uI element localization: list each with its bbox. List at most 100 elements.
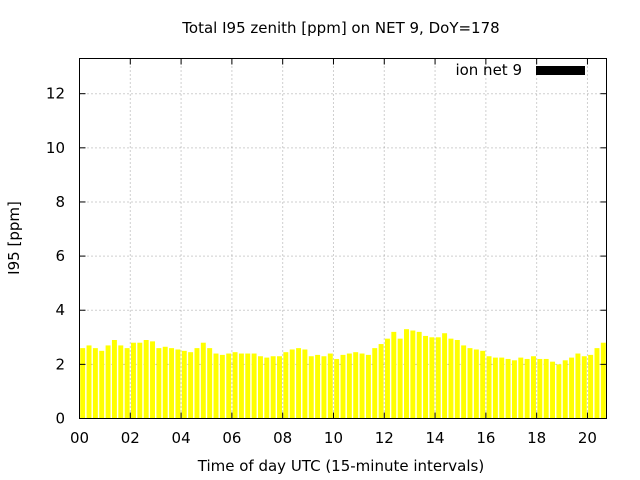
bar: [384, 338, 390, 419]
bar: [480, 350, 486, 419]
bar: [600, 342, 606, 419]
bar: [467, 348, 473, 419]
bar: [353, 352, 359, 419]
bar: [492, 357, 498, 419]
bar: [200, 342, 206, 419]
y-tick-label: 12: [46, 85, 65, 103]
bar: [283, 352, 289, 419]
x-tick-label: 14: [426, 429, 445, 447]
bar: [340, 354, 346, 419]
bar: [207, 348, 213, 419]
bar: [397, 338, 403, 419]
chart-title: Total I95 zenith [ppm] on NET 9, DoY=178: [181, 19, 499, 37]
bar: [213, 353, 219, 419]
bar: [194, 348, 200, 419]
x-tick-label: 02: [121, 429, 140, 447]
bar: [111, 340, 117, 419]
bar: [181, 350, 187, 419]
bar: [156, 348, 162, 419]
bar: [232, 352, 238, 419]
bar: [372, 348, 378, 419]
bar: [346, 353, 352, 419]
bar: [302, 349, 308, 419]
bar: [575, 353, 581, 419]
bar: [92, 348, 98, 419]
bar: [594, 348, 600, 419]
bar: [257, 356, 263, 419]
bar: [505, 358, 511, 419]
bar: [321, 356, 327, 419]
bar: [410, 330, 416, 419]
bar: [219, 354, 225, 419]
bar: [296, 348, 302, 419]
bar: [124, 348, 130, 419]
bar: [86, 345, 92, 419]
bar: [226, 353, 232, 419]
bar: [80, 348, 86, 419]
bar: [511, 360, 517, 419]
legend: ion net 9: [455, 61, 585, 79]
bar: [365, 354, 371, 419]
bar: [543, 358, 549, 419]
bar: [99, 350, 105, 419]
bar: [473, 349, 479, 419]
bar: [524, 358, 530, 419]
bar: [461, 345, 467, 419]
legend-label: ion net 9: [455, 61, 522, 79]
bar: [581, 356, 587, 419]
bar: [454, 340, 460, 419]
bar: [391, 331, 397, 419]
y-tick-label: 0: [55, 410, 65, 428]
bar: [277, 356, 282, 419]
bar: [169, 348, 175, 419]
bar: [105, 345, 111, 419]
plot-frame: [79, 58, 607, 419]
bar: [359, 353, 365, 419]
x-tick-label: 00: [70, 429, 89, 447]
bars: [80, 329, 606, 419]
bar: [448, 338, 454, 419]
bar: [315, 354, 321, 419]
x-tick-label: 20: [578, 429, 597, 447]
bar: [162, 346, 168, 419]
bar: [130, 342, 136, 419]
bar: [327, 353, 333, 419]
y-axis-label: I95 [ppm]: [5, 201, 23, 275]
x-tick-label: 18: [527, 429, 546, 447]
bar: [188, 352, 194, 419]
bar: [416, 331, 422, 419]
bar: [531, 356, 536, 419]
bar: [289, 349, 295, 419]
y-tick-label: 2: [55, 355, 65, 373]
bar: [423, 335, 429, 419]
bar: [118, 345, 124, 419]
bar: [308, 356, 314, 419]
y-tick-label: 6: [55, 247, 65, 265]
y-tick-label: 4: [55, 301, 65, 319]
y-tick-label: 8: [55, 193, 65, 211]
bar: [435, 337, 441, 419]
bar: [537, 358, 543, 419]
bar: [143, 340, 149, 419]
x-tick-label: 08: [273, 429, 292, 447]
x-tick-label: 06: [222, 429, 241, 447]
grid-lines: [79, 58, 607, 419]
bar: [270, 356, 276, 419]
bar: [334, 358, 340, 419]
bar: [550, 361, 556, 419]
bar: [378, 344, 384, 419]
x-axis-label: Time of day UTC (15-minute intervals): [197, 457, 484, 475]
bar: [569, 357, 575, 419]
bar: [251, 353, 257, 419]
bar: [556, 364, 562, 419]
bar: [404, 329, 409, 419]
x-tick-label: 04: [172, 429, 191, 447]
y-tick-label: 10: [46, 139, 65, 157]
bar: [442, 333, 448, 419]
x-tick-label: 16: [476, 429, 495, 447]
x-tick-label: 10: [324, 429, 343, 447]
bar: [518, 357, 524, 419]
bar: [238, 353, 244, 419]
